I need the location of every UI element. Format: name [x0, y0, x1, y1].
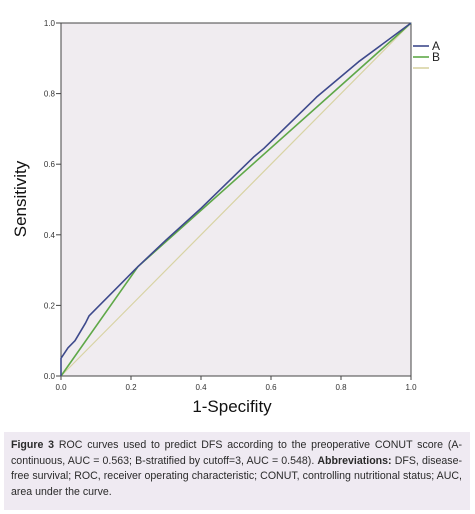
x-tick-label: 0.6: [265, 383, 277, 392]
series-layer: [60, 22, 412, 377]
figure-label: Figure 3: [11, 439, 55, 451]
y-tick-label: 0.2: [44, 301, 56, 310]
y-tick-label: 0.4: [44, 231, 56, 240]
reference-line: [60, 22, 412, 377]
y-tick-label: 1.0: [44, 19, 56, 28]
y-tick-label: 0.0: [44, 372, 56, 381]
x-tick-label: 0.2: [125, 383, 137, 392]
x-tick-label: 0.0: [55, 383, 67, 392]
legend-label-b: B: [432, 50, 440, 64]
legend: AB: [413, 39, 440, 69]
y-tick-label: 0.8: [44, 90, 56, 99]
x-tick-label: 1.0: [405, 383, 417, 392]
x-tick-label: 0.8: [335, 383, 347, 392]
roc-chart: 0.0 0.2 0.4 0.6 0.8 1.0 0.0 0.2 0.4 0.6 0.8 1.0 1-S…: [11, 19, 441, 416]
x-axis-label: 1-Specifity: [192, 397, 272, 416]
y-tick-label: 0.6: [44, 160, 56, 169]
x-tick-label: 0.4: [195, 383, 207, 392]
ticks-layer: 0.0 0.2 0.4 0.6 0.8 1.0 0.0 0.2 0.4 0.6 0.8 1.0: [44, 19, 417, 392]
abbreviations-label: Abbreviations:: [317, 454, 392, 467]
legend-label-a: A: [432, 39, 440, 53]
figure-caption: Figure 3 ROC curves used to predict DFS …: [11, 438, 462, 500]
series-line-a: [60, 22, 412, 376]
y-axis-label: Sensitivity: [11, 160, 30, 237]
figure-caption-box: Figure 3 ROC curves used to predict DFS …: [4, 432, 470, 510]
figure-caption-text: ROC curves used to predict DFS according…: [11, 439, 462, 467]
abbreviations-text: DFS, disease-free survival; ROC, receive…: [11, 454, 463, 498]
